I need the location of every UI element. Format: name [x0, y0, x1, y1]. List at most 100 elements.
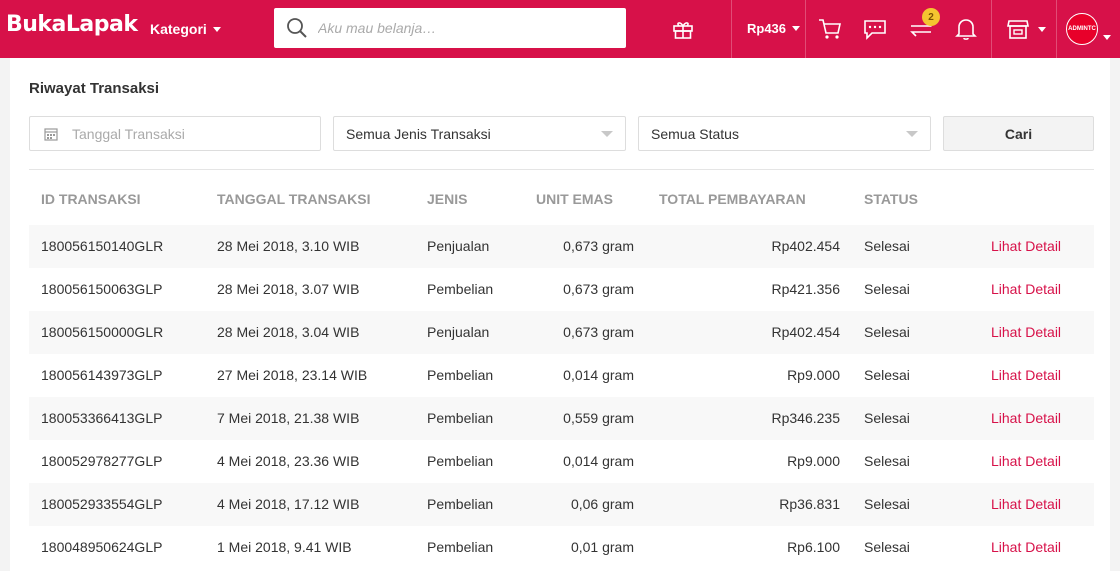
- chevron-down-icon: [212, 26, 221, 32]
- cell-id: 180052978277GLP: [41, 453, 163, 469]
- cell-type: Pembelian: [427, 539, 494, 555]
- cell-total: Rp402.454: [771, 238, 840, 254]
- cell-total: Rp6.100: [787, 539, 840, 555]
- notification-badge: 2: [922, 8, 940, 26]
- cell-type: Pembelian: [427, 281, 494, 297]
- search-button[interactable]: Cari: [943, 116, 1094, 151]
- balance-dropdown[interactable]: Rp436: [747, 21, 801, 36]
- nav-divider: [805, 0, 806, 58]
- cell-status: Selesai: [864, 410, 910, 426]
- cell-status: Selesai: [864, 281, 910, 297]
- column-header-id: ID TRANSAKSI: [41, 191, 141, 207]
- page-title: Riwayat Transaksi: [29, 80, 160, 97]
- date-filter-placeholder: Tanggal Transaksi: [72, 125, 185, 142]
- column-header-status: STATUS: [864, 191, 918, 207]
- chevron-down-icon: [906, 131, 918, 137]
- view-detail-link[interactable]: Lihat Detail: [991, 281, 1062, 297]
- chat-icon[interactable]: [862, 15, 888, 43]
- cell-type: Pembelian: [427, 496, 494, 512]
- cell-gold-unit: 0,673 gram: [563, 238, 634, 254]
- cell-total: Rp346.235: [771, 410, 840, 426]
- cell-gold-unit: 0,559 gram: [563, 410, 634, 426]
- table-row: 180052978277GLP 4 Mei 2018, 23.36 WIB Pe…: [29, 440, 1094, 483]
- status-select[interactable]: Semua Status: [638, 116, 931, 151]
- store-icon: [1007, 20, 1029, 39]
- column-header-total: TOTAL PEMBAYARAN: [659, 191, 806, 207]
- cell-type: Pembelian: [427, 410, 494, 426]
- cell-total: Rp36.831: [779, 496, 840, 512]
- view-detail-link[interactable]: Lihat Detail: [991, 410, 1062, 426]
- status-value: Semua Status: [651, 125, 739, 142]
- cell-type: Penjualan: [427, 238, 490, 254]
- view-detail-link[interactable]: Lihat Detail: [991, 238, 1062, 254]
- kategori-label: Kategori: [150, 21, 207, 37]
- cell-status: Selesai: [864, 539, 910, 555]
- cell-date: 1 Mei 2018, 9.41 WIB: [217, 539, 352, 555]
- bukalapak-logo[interactable]: BukaLapak: [6, 12, 138, 37]
- chevron-down-icon: [1103, 35, 1111, 40]
- store-dropdown[interactable]: [1004, 15, 1048, 43]
- table-row: 180056150000GLR 28 Mei 2018, 3.04 WIB Pe…: [29, 311, 1094, 354]
- chevron-down-icon: [601, 131, 613, 137]
- top-navbar: BukaLapak Kategori Rp436 2 ADMINTC: [0, 0, 1120, 58]
- chevron-down-icon: [1038, 26, 1046, 32]
- cell-gold-unit: 0,01 gram: [570, 539, 634, 555]
- balance-amount: Rp436: [747, 21, 787, 36]
- cell-status: Selesai: [864, 324, 910, 340]
- cart-icon[interactable]: [818, 15, 842, 43]
- transaction-type-select[interactable]: Semua Jenis Transaksi: [333, 116, 626, 151]
- search-input[interactable]: [318, 20, 608, 36]
- cell-total: Rp421.356: [771, 281, 840, 297]
- table-header: ID TRANSAKSI TANGGAL TRANSAKSI JENIS UNI…: [29, 191, 1094, 217]
- table-row: 180056150063GLP 28 Mei 2018, 3.07 WIB Pe…: [29, 268, 1094, 311]
- cell-id: 180056150140GLR: [41, 238, 164, 254]
- avatar[interactable]: ADMINTC: [1066, 13, 1098, 45]
- cell-status: Selesai: [864, 453, 910, 469]
- cell-date: 28 Mei 2018, 3.10 WIB: [217, 238, 360, 254]
- search-bar[interactable]: [274, 8, 626, 48]
- view-detail-link[interactable]: Lihat Detail: [991, 367, 1062, 383]
- cell-id: 180052933554GLP: [41, 496, 163, 512]
- search-icon: [287, 18, 307, 38]
- cell-id: 180048950624GLP: [41, 539, 163, 555]
- view-detail-link[interactable]: Lihat Detail: [991, 539, 1062, 555]
- cell-total: Rp9.000: [787, 367, 840, 383]
- table-row: 180056150140GLR 28 Mei 2018, 3.10 WIB Pe…: [29, 225, 1094, 268]
- view-detail-link[interactable]: Lihat Detail: [991, 453, 1062, 469]
- bell-icon[interactable]: [955, 15, 977, 43]
- cell-id: 180053366413GLP: [41, 410, 163, 426]
- transaction-type-value: Semua Jenis Transaksi: [346, 125, 491, 142]
- cell-total: Rp9.000: [787, 453, 840, 469]
- cell-total: Rp402.454: [771, 324, 840, 340]
- cell-gold-unit: 0,673 gram: [563, 324, 634, 340]
- cell-id: 180056150063GLP: [41, 281, 163, 297]
- cell-type: Penjualan: [427, 324, 490, 340]
- cell-status: Selesai: [864, 367, 910, 383]
- gift-icon[interactable]: [671, 15, 695, 43]
- cell-status: Selesai: [864, 238, 910, 254]
- avatar-text: ADMINTC: [1068, 26, 1096, 32]
- chevron-down-icon: [792, 26, 801, 31]
- cell-type: Pembelian: [427, 367, 494, 383]
- view-detail-link[interactable]: Lihat Detail: [991, 324, 1062, 340]
- column-header-gold-unit: UNIT EMAS: [536, 191, 613, 207]
- cell-date: 4 Mei 2018, 17.12 WIB: [217, 496, 360, 512]
- transaction-history-panel: Riwayat Transaksi Tanggal Transaksi Semu…: [10, 58, 1110, 571]
- view-detail-link[interactable]: Lihat Detail: [991, 496, 1062, 512]
- date-filter[interactable]: Tanggal Transaksi: [29, 116, 321, 151]
- cell-date: 4 Mei 2018, 23.36 WIB: [217, 453, 360, 469]
- cell-gold-unit: 0,014 gram: [563, 453, 634, 469]
- cell-id: 180056143973GLP: [41, 367, 163, 383]
- divider: [29, 169, 1094, 170]
- column-header-type: JENIS: [427, 191, 468, 207]
- nav-divider: [731, 0, 732, 58]
- table-row: 180056143973GLP 27 Mei 2018, 23.14 WIB P…: [29, 354, 1094, 397]
- nav-divider: [991, 0, 992, 58]
- kategori-dropdown[interactable]: Kategori: [150, 21, 221, 37]
- table-row: 180053366413GLP 7 Mei 2018, 21.38 WIB Pe…: [29, 397, 1094, 440]
- cell-date: 7 Mei 2018, 21.38 WIB: [217, 410, 360, 426]
- avatar-dropdown[interactable]: [1103, 27, 1111, 45]
- column-header-date: TANGGAL TRANSAKSI: [217, 191, 371, 207]
- cell-type: Pembelian: [427, 453, 494, 469]
- table-row: 180048950624GLP 1 Mei 2018, 9.41 WIB Pem…: [29, 526, 1094, 569]
